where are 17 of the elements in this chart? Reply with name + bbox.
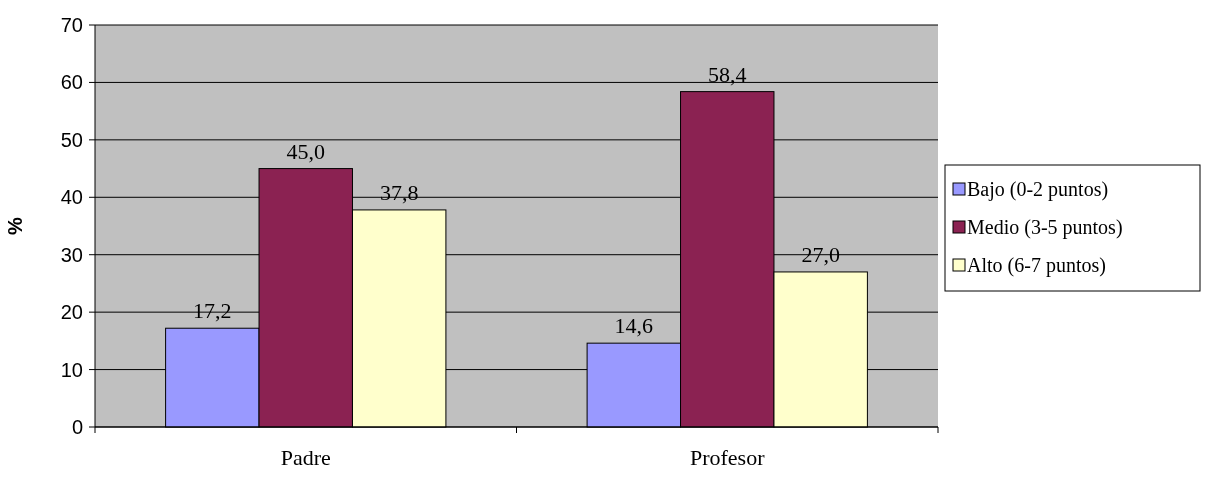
legend-label: Bajo (0-2 puntos) xyxy=(967,178,1109,201)
y-tick-label: 60 xyxy=(60,71,83,94)
legend-label: Alto (6-7 puntos) xyxy=(967,254,1106,277)
y-tick-label: 50 xyxy=(60,128,83,151)
y-tick-label: 40 xyxy=(60,186,83,209)
y-tick-label: 0 xyxy=(71,416,83,438)
data-label: 14,6 xyxy=(614,313,654,339)
y-axis-title: % xyxy=(4,216,26,235)
data-label: 58,4 xyxy=(708,61,747,87)
x-tick-label: Profesor xyxy=(689,445,766,470)
y-tick-label: 30 xyxy=(60,243,83,266)
legend-label: Medio (3-5 puntos) xyxy=(967,216,1123,239)
y-tick-label: 70 xyxy=(60,14,83,36)
data-label: 45,0 xyxy=(286,138,325,164)
x-tick-label: Padre xyxy=(280,445,331,470)
y-tick-label: 20 xyxy=(60,301,83,324)
y-tick-label: 10 xyxy=(60,358,83,381)
